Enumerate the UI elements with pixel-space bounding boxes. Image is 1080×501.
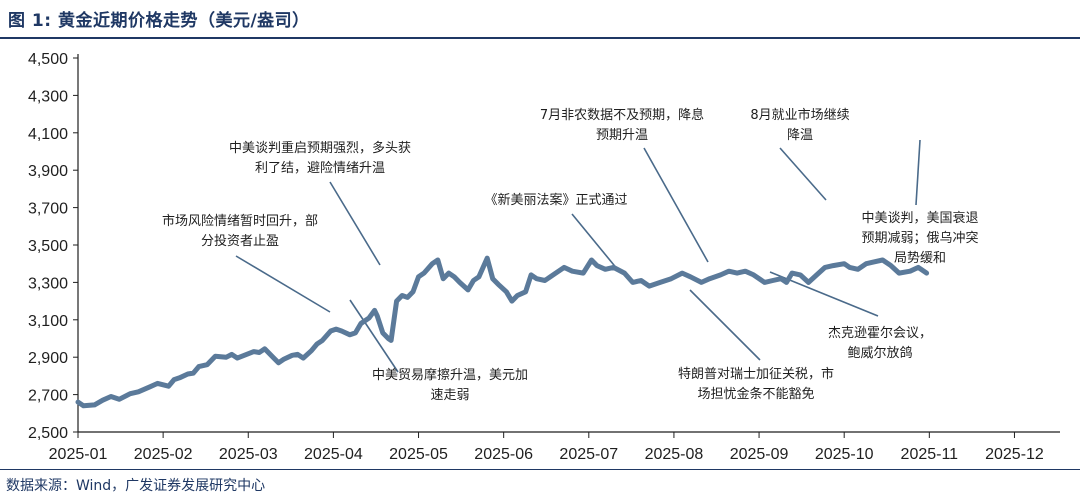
annotation-text: 杰克逊霍尔会议， <box>828 326 932 341</box>
y-tick-label: 3,500 <box>28 238 68 255</box>
x-tick-label: 2025-07 <box>559 446 618 463</box>
annotation-text: 场担忧金条不能豁免 <box>697 386 814 402</box>
annotation-leader <box>643 147 709 263</box>
x-tick-label: 2025-03 <box>219 446 278 463</box>
x-tick-label: 2025-12 <box>985 446 1044 463</box>
annotation-leader <box>349 299 399 373</box>
annotation-text: 7月非农数据不及预期，降息 <box>540 107 704 123</box>
annotation-leader <box>689 289 761 361</box>
x-tick-label: 2025-08 <box>645 446 704 463</box>
annotation-text: 鲍威尔放鸽 <box>847 345 912 361</box>
annotation-text: 利了结，避险情绪升温 <box>255 161 385 176</box>
x-tick-label: 2025-09 <box>730 446 789 463</box>
annotation-text: 中美谈判重启预期强烈，多头获 <box>229 140 411 156</box>
chart-title: 图 1: 黄金近期价格走势（美元/盎司） <box>8 11 310 31</box>
y-tick-label: 4,100 <box>28 126 68 143</box>
y-tick-label: 2,700 <box>28 388 68 405</box>
gold-price-line <box>75 255 930 409</box>
annotation-text: 局势缓和 <box>894 250 946 266</box>
title-divider <box>0 37 1080 39</box>
x-tick-label: 2025-05 <box>389 446 448 463</box>
annotation-leader <box>779 147 827 201</box>
footer-divider <box>0 469 1080 470</box>
annotation-leader <box>235 255 331 313</box>
annotation-leader <box>571 213 619 271</box>
annotation-text: 预期减弱；俄乌冲突 <box>861 230 978 246</box>
annotation-text: 市场风险情绪暂时回升，部 <box>162 213 318 229</box>
chart-axes: 2,500 2,700 2,900 3,100 3,300 3,500 3,700 3,900… <box>28 51 1060 463</box>
y-tick-label: 4,300 <box>28 88 68 105</box>
y-tick-label: 3,100 <box>28 313 68 330</box>
y-tick-label: 4,500 <box>28 51 68 68</box>
annotation-text: 中美贸易摩擦升温，美元加 <box>372 367 528 383</box>
annotation-text: 中美谈判，美国衰退 <box>861 210 978 226</box>
annotation-text: 降温 <box>787 128 813 143</box>
annotation-leader <box>329 181 381 266</box>
gold-price-chart: 2,500 2,700 2,900 3,100 3,300 3,500 3,700 3,900… <box>28 51 1060 463</box>
annotation-text: 预期升温 <box>596 128 648 143</box>
annotation-text: 特朗普对瑞士加征关税，市 <box>678 366 834 382</box>
y-tick-label: 3,900 <box>28 163 68 180</box>
x-tick-label: 2025-10 <box>815 446 874 463</box>
y-tick-label: 3,300 <box>28 275 68 292</box>
y-tick-label: 3,700 <box>28 201 68 218</box>
y-tick-label: 2,500 <box>28 425 68 442</box>
annotation-text: 速走弱 <box>430 388 469 403</box>
source-note: 数据来源：Wind，广发证券发展研究中心 <box>6 478 266 494</box>
annotation-text: 分投资者止盈 <box>201 233 279 249</box>
x-tick-label: 2025-01 <box>49 446 108 463</box>
y-tick-label: 2,900 <box>28 350 68 367</box>
annotation-text: 8月就业市场继续 <box>750 107 849 123</box>
annotation-text: 《新美丽法案》正式通过 <box>484 192 627 208</box>
x-tick-label: 2025-02 <box>134 446 193 463</box>
annotation-leader <box>915 139 921 206</box>
x-tick-label: 2025-06 <box>474 446 533 463</box>
x-tick-label: 2025-04 <box>304 446 363 463</box>
x-tick-label: 2025-11 <box>901 446 959 463</box>
